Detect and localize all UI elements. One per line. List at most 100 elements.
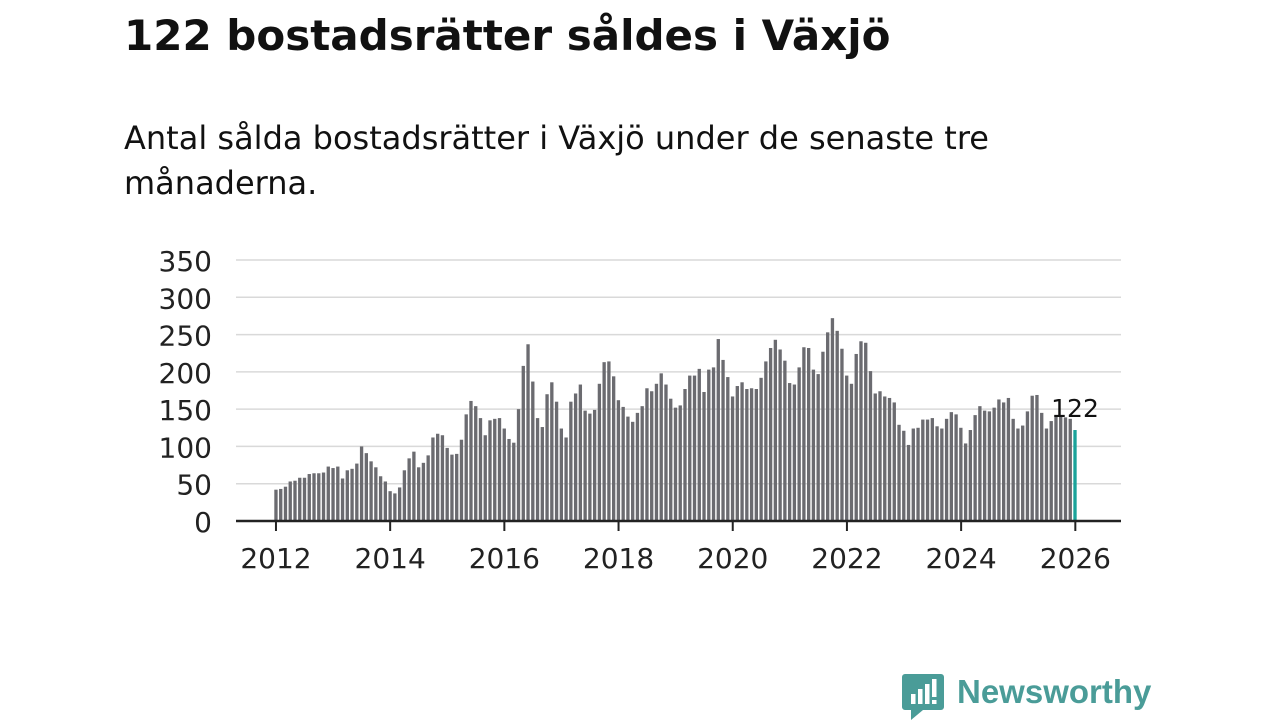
x-tick-label: 2022 xyxy=(811,542,882,575)
x-axis-ticks: 2012 2014 2016 2018 2020 2022 2024 2026 xyxy=(240,521,1111,575)
bar xyxy=(1006,397,1011,521)
bar xyxy=(873,393,877,521)
bar xyxy=(702,391,706,521)
bar xyxy=(369,461,373,521)
x-tick-label: 2024 xyxy=(925,542,996,575)
bar xyxy=(459,439,464,521)
x-tick-label: 2016 xyxy=(469,542,540,575)
bar xyxy=(436,433,440,521)
bar xyxy=(431,437,435,521)
bar xyxy=(283,486,288,521)
bar xyxy=(1030,395,1034,521)
bar xyxy=(355,463,359,521)
bar xyxy=(469,400,473,521)
bar xyxy=(754,389,759,521)
bar xyxy=(749,388,754,521)
bar xyxy=(554,401,559,521)
x-tick-label: 2020 xyxy=(697,542,768,575)
newsworthy-logo-icon xyxy=(902,674,944,720)
chart-title: 122 bostadsrätter såldes i Växjö xyxy=(124,11,891,60)
bar xyxy=(992,407,996,521)
bar xyxy=(916,427,920,521)
bar xyxy=(935,426,939,521)
bar xyxy=(811,369,816,521)
bar xyxy=(602,362,606,521)
bar xyxy=(521,365,525,521)
bar xyxy=(588,413,592,521)
bar xyxy=(507,438,511,521)
bar xyxy=(345,470,349,521)
bar xyxy=(973,415,977,521)
bar xyxy=(654,383,659,521)
bar xyxy=(1040,412,1044,521)
bar xyxy=(730,396,735,521)
bar xyxy=(940,428,944,521)
bar xyxy=(883,396,887,521)
bar xyxy=(711,367,716,521)
x-tick-label: 2012 xyxy=(240,542,311,575)
bar xyxy=(412,451,416,521)
bar xyxy=(1063,417,1068,521)
bar xyxy=(835,330,839,521)
bar xyxy=(673,407,678,521)
y-tick-label: 350 xyxy=(159,245,212,278)
bar xyxy=(635,412,640,521)
y-tick-label: 100 xyxy=(159,431,212,464)
bar xyxy=(792,384,797,521)
bar xyxy=(483,435,487,521)
bar xyxy=(740,382,744,521)
bar xyxy=(526,344,530,521)
bar xyxy=(611,376,616,521)
bar xyxy=(678,405,682,521)
bar xyxy=(925,419,930,521)
bar xyxy=(959,427,963,521)
bar xyxy=(564,437,568,521)
bar xyxy=(797,367,801,521)
bar xyxy=(455,453,459,521)
bar xyxy=(944,418,949,521)
bar xyxy=(331,468,335,521)
bar xyxy=(669,398,673,521)
bar xyxy=(816,374,820,521)
bar xyxy=(350,468,354,521)
bar xyxy=(364,453,368,521)
bar xyxy=(607,361,611,521)
bar xyxy=(683,389,687,521)
y-tick-label: 200 xyxy=(159,357,212,390)
bar xyxy=(849,383,854,521)
bar xyxy=(802,347,806,521)
bar xyxy=(783,360,787,521)
chart-subtitle: Antal sålda bostadsrätter i Växjö under … xyxy=(124,119,989,202)
bar xyxy=(540,427,544,521)
bar xyxy=(764,361,768,521)
bar xyxy=(997,399,1001,521)
bar xyxy=(787,383,792,521)
bar xyxy=(650,391,654,521)
bar xyxy=(512,442,516,521)
y-tick-label: 50 xyxy=(176,469,212,502)
bar xyxy=(688,375,692,521)
brand-name: Newsworthy xyxy=(957,673,1152,710)
bar xyxy=(1044,428,1049,521)
bar xyxy=(1016,428,1020,521)
bar xyxy=(721,359,725,521)
bar xyxy=(726,377,730,521)
x-tick-label: 2014 xyxy=(355,542,426,575)
bar xyxy=(930,418,934,521)
bar xyxy=(982,410,987,521)
bar xyxy=(312,473,316,521)
bar xyxy=(826,332,830,521)
bar xyxy=(902,430,906,521)
bar xyxy=(550,382,554,521)
bar xyxy=(474,406,478,521)
bar xyxy=(659,373,663,521)
bar xyxy=(531,381,535,521)
bar xyxy=(378,476,383,521)
bar xyxy=(745,389,749,521)
bar xyxy=(407,458,411,521)
bar-series xyxy=(274,318,1077,521)
bar xyxy=(559,428,564,521)
bar xyxy=(906,444,911,521)
bar xyxy=(821,351,825,521)
